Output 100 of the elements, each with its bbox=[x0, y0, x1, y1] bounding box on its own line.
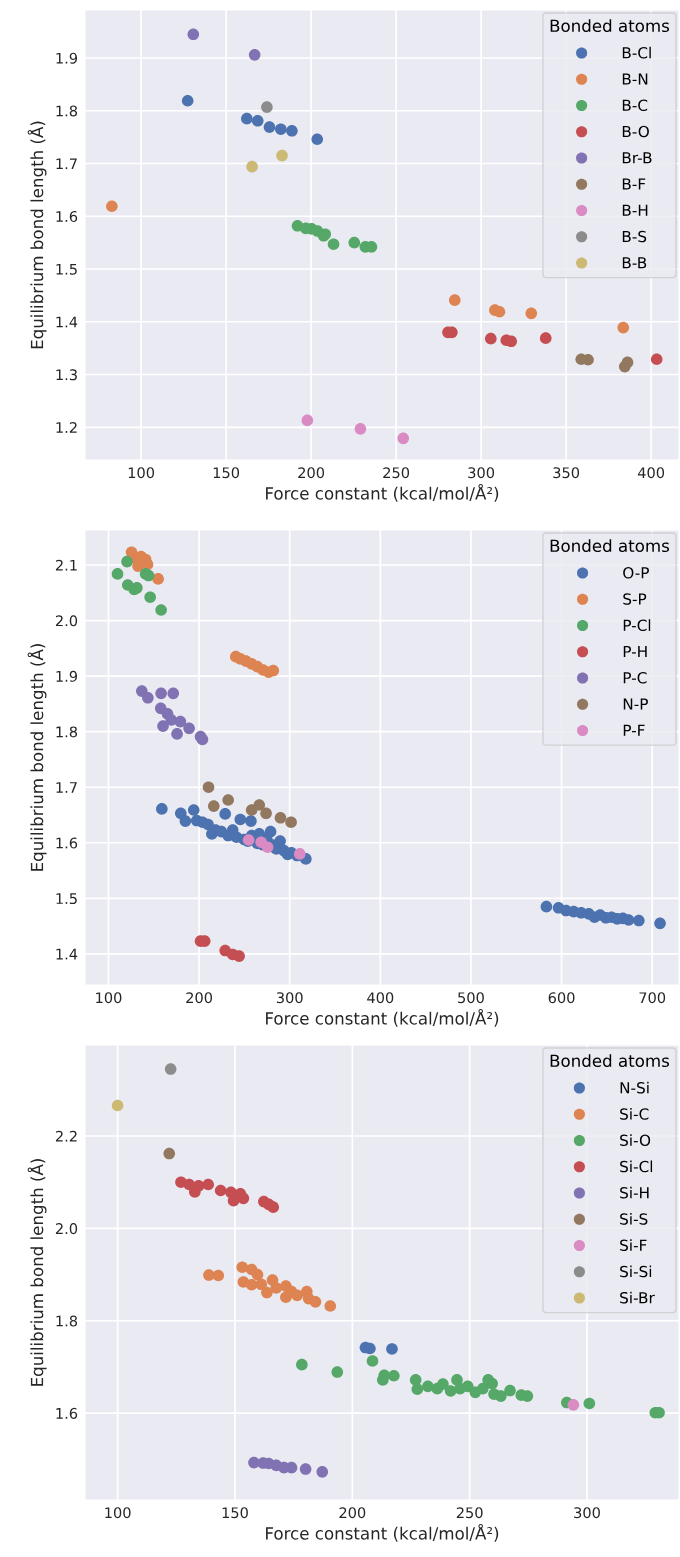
y-tick-label: 1.6 bbox=[56, 210, 78, 223]
y-tick-label: 1.9 bbox=[56, 670, 78, 682]
y-tick-label: 1.3 bbox=[56, 369, 77, 381]
point bbox=[245, 815, 257, 827]
point bbox=[255, 1278, 268, 1291]
legend-label: P-C bbox=[623, 672, 647, 684]
y-tick-label: 1.5 bbox=[56, 893, 77, 905]
x-tick-label: 500 bbox=[458, 992, 484, 1004]
point bbox=[144, 591, 156, 604]
x-tick-label: 250 bbox=[456, 1507, 483, 1519]
legend-title: Bonded atoms bbox=[550, 19, 670, 33]
legend-label: B-H bbox=[622, 204, 648, 216]
point bbox=[187, 28, 200, 41]
x-tick-label: 350 bbox=[553, 467, 580, 479]
y-tick-label: 2.2 bbox=[55, 1130, 77, 1142]
y-tick-label: 1.2 bbox=[56, 422, 77, 433]
x-tick-label: 600 bbox=[548, 992, 575, 1004]
x-tick-label: 150 bbox=[222, 1507, 248, 1519]
point bbox=[324, 1300, 337, 1312]
point bbox=[207, 800, 220, 812]
point bbox=[633, 914, 645, 927]
legend-label: Si-O bbox=[620, 1134, 651, 1147]
point bbox=[437, 1378, 449, 1390]
point bbox=[164, 1063, 177, 1075]
y-tick-label: 1.8 bbox=[56, 105, 78, 117]
point bbox=[316, 1466, 329, 1478]
x-tick-label: 200 bbox=[298, 467, 325, 479]
x-tick-label: 200 bbox=[186, 992, 213, 1004]
x-tick-label: 250 bbox=[383, 467, 410, 479]
point bbox=[348, 236, 361, 249]
point bbox=[525, 307, 538, 320]
x-tick-label: 200 bbox=[339, 1507, 366, 1519]
point bbox=[274, 811, 287, 824]
x-tick-label: 300 bbox=[276, 992, 303, 1004]
point bbox=[583, 1397, 596, 1410]
point bbox=[152, 573, 164, 585]
point bbox=[261, 101, 273, 113]
point bbox=[274, 835, 286, 847]
legend-label: B-B bbox=[622, 257, 647, 269]
point bbox=[567, 1399, 580, 1411]
x-tick-label: 300 bbox=[574, 1507, 600, 1519]
point bbox=[261, 841, 274, 854]
x-tick-label: 100 bbox=[96, 992, 122, 1004]
point bbox=[286, 125, 298, 137]
point bbox=[296, 1358, 308, 1371]
point bbox=[181, 94, 194, 107]
legend-label: Br-B bbox=[622, 152, 652, 164]
point bbox=[106, 200, 118, 213]
y-axis-title: Equilibrium bond length (Å) bbox=[27, 1159, 47, 1386]
point bbox=[301, 414, 314, 427]
point bbox=[311, 133, 324, 146]
point bbox=[214, 1184, 227, 1197]
legend-label: S-P bbox=[623, 593, 647, 605]
point bbox=[621, 356, 634, 369]
point bbox=[291, 1289, 303, 1302]
point bbox=[461, 1380, 474, 1393]
y-tick-label: 1.4 bbox=[56, 948, 78, 960]
point bbox=[248, 49, 261, 61]
point bbox=[264, 825, 277, 838]
point bbox=[285, 816, 297, 829]
legend-label: Si-Si bbox=[620, 1265, 652, 1278]
legend-title: Bonded atoms bbox=[550, 539, 670, 553]
point bbox=[212, 1269, 225, 1282]
point bbox=[476, 1382, 489, 1395]
legend-label: P-Cl bbox=[623, 619, 651, 632]
point bbox=[267, 1201, 280, 1213]
legend-label: O-P bbox=[623, 567, 649, 579]
legend-label: Si-Br bbox=[620, 1291, 655, 1304]
legend-label: Si-H bbox=[620, 1186, 649, 1199]
point bbox=[202, 781, 215, 794]
legend-label: B-S bbox=[622, 230, 647, 243]
point bbox=[484, 332, 497, 345]
point bbox=[388, 1369, 400, 1382]
point bbox=[246, 160, 258, 173]
y-tick-label: 1.7 bbox=[56, 158, 77, 170]
legend-label: Si-C bbox=[620, 1108, 649, 1120]
point bbox=[219, 808, 231, 820]
legend-label: B-F bbox=[622, 178, 646, 190]
legend-label: B-C bbox=[622, 99, 648, 112]
point bbox=[174, 715, 187, 728]
legend-label: N-Si bbox=[620, 1081, 649, 1094]
point bbox=[276, 149, 288, 162]
point bbox=[309, 1296, 322, 1308]
point bbox=[486, 1377, 498, 1390]
y-tick-label: 1.9 bbox=[56, 52, 78, 64]
point bbox=[366, 1355, 379, 1367]
point bbox=[167, 687, 180, 700]
y-tick-label: 2.0 bbox=[55, 615, 78, 627]
y-tick-label: 1.6 bbox=[56, 837, 78, 849]
point bbox=[233, 950, 245, 962]
point bbox=[111, 1099, 124, 1112]
legend-label: Si-Cl bbox=[620, 1160, 653, 1173]
point bbox=[171, 728, 183, 740]
point bbox=[263, 121, 276, 133]
point bbox=[654, 917, 666, 930]
point bbox=[539, 332, 552, 344]
point bbox=[202, 1178, 215, 1191]
y-tick-label: 1.8 bbox=[56, 1315, 78, 1327]
x-tick-label: 400 bbox=[367, 992, 394, 1004]
legend-label: Si-F bbox=[620, 1239, 647, 1252]
